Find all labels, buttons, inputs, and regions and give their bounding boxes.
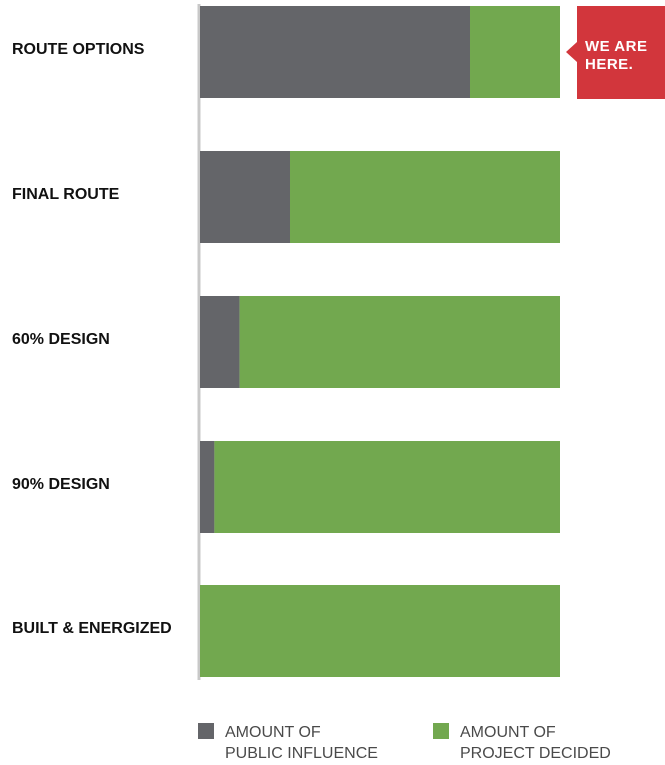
callout-line-2: HERE. [585,56,633,73]
bar-final-route-public-influence [200,151,290,243]
bar-60-design-public-influence [200,296,240,388]
legend-label-public-influence-line-2: PUBLIC INFLUENCE [225,745,378,762]
bar-90-design-project-decided [214,441,560,533]
category-label-built-energized: BUILT & ENERGIZED [12,620,172,637]
we-are-here-callout: WE ARE HERE. [566,6,665,99]
legend-label-public-influence-line-1: AMOUNT OF [225,724,321,741]
legend-swatch-public-influence [198,723,214,739]
bar-route-options-public-influence [200,6,470,98]
category-labels: ROUTE OPTIONS FINAL ROUTE 60% DESIGN 90% DE… [12,41,172,637]
bar-60-design-project-decided [239,296,560,388]
legend-item-project-decided: AMOUNT OF PROJECT DECIDED [433,723,611,762]
bar-90-design-public-influence [200,441,215,533]
legend-item-public-influence: AMOUNT OF PUBLIC INFLUENCE [198,723,378,762]
bar-built-energized-project-decided [200,585,560,677]
legend-swatch-project-decided [433,723,449,739]
category-label-route-options: ROUTE OPTIONS [12,41,145,58]
legend-label-project-decided-line-2: PROJECT DECIDED [460,745,611,762]
callout-line-1: WE ARE [585,38,647,55]
bar-route-options-project-decided [470,6,560,98]
legend-label-project-decided-line-1: AMOUNT OF [460,724,556,741]
category-label-90-design: 90% DESIGN [12,476,110,493]
bars-layer [200,6,560,677]
category-label-60-design: 60% DESIGN [12,331,110,348]
callout-shape [566,6,665,99]
legend: AMOUNT OF PUBLIC INFLUENCE AMOUNT OF PRO… [198,723,611,762]
bar-final-route-project-decided [290,151,560,243]
category-label-final-route: FINAL ROUTE [12,186,120,203]
